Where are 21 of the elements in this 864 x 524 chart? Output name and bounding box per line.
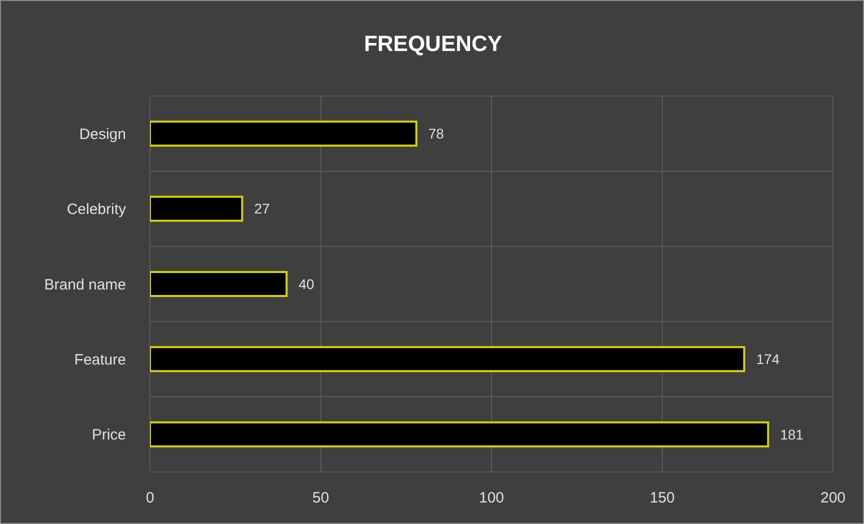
y-tick-label: Feature [74, 352, 126, 369]
bar [150, 196, 244, 222]
data-label: 27 [254, 200, 270, 217]
chart-title: FREQUENCY [362, 31, 504, 57]
y-tick-label: Celebrity [66, 201, 126, 218]
x-tick-label: 0 [146, 490, 154, 507]
bar [150, 270, 288, 297]
bar [150, 346, 746, 372]
y-tick-label: Price [92, 426, 126, 444]
y-tick-label: Design [79, 126, 126, 143]
data-label: 78 [428, 126, 444, 142]
bar [150, 421, 770, 448]
x-tick-label: 100 [478, 490, 504, 507]
x-tick-label: 50 [312, 490, 330, 507]
data-label: 174 [756, 351, 780, 368]
x-tick-label: 150 [650, 490, 675, 507]
y-tick-label: Brand name [44, 276, 126, 294]
data-label: 40 [298, 276, 314, 292]
data-label: 181 [780, 426, 804, 442]
x-tick-label: 200 [820, 490, 846, 507]
bar [150, 120, 418, 147]
